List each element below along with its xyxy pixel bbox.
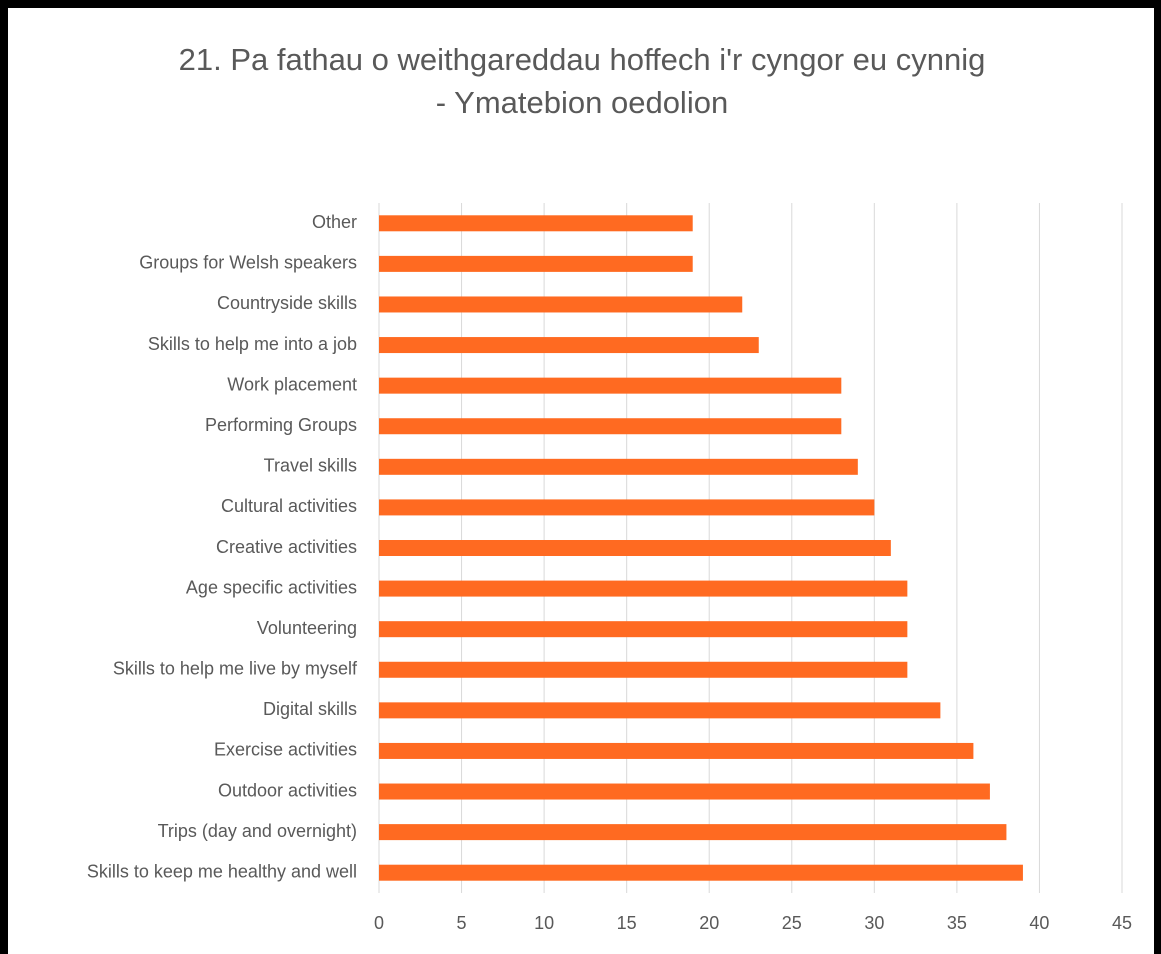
bar <box>379 580 908 597</box>
y-tick-label: Countryside skills <box>217 293 357 313</box>
x-tick-label: 45 <box>1112 913 1132 933</box>
bar <box>379 458 858 475</box>
bar <box>379 377 842 394</box>
bar <box>379 337 759 354</box>
x-tick-label: 20 <box>699 913 719 933</box>
x-tick-label: 35 <box>947 913 967 933</box>
y-tick-label: Creative activities <box>216 537 357 557</box>
y-tick-label: Work placement <box>227 374 357 394</box>
bar <box>379 255 693 272</box>
x-tick-label: 15 <box>617 913 637 933</box>
x-tick-label: 0 <box>374 913 384 933</box>
y-tick-label: Groups for Welsh speakers <box>139 253 357 273</box>
bar <box>379 783 990 800</box>
y-tick-label: Outdoor activities <box>218 780 357 800</box>
y-tick-label: Skills to keep me healthy and well <box>87 861 357 881</box>
bar <box>379 540 891 556</box>
x-tick-label: 5 <box>457 913 467 933</box>
y-tick-label: Exercise activities <box>214 740 357 760</box>
chart-title: - Ymatebion oedolion <box>436 85 728 120</box>
y-tick-label: Skills to help me live by myself <box>113 659 358 679</box>
x-tick-label: 30 <box>864 913 884 933</box>
y-tick-label: Skills to help me into a job <box>148 334 357 354</box>
y-tick-label: Performing Groups <box>205 415 357 435</box>
bar <box>379 742 974 759</box>
bar <box>379 499 875 516</box>
chart-title: 21. Pa fathau o weithgareddau hoffech i'… <box>179 42 986 77</box>
y-tick-label: Volunteering <box>257 618 357 638</box>
bar <box>379 296 743 313</box>
bar <box>379 864 1023 881</box>
bar <box>379 702 941 719</box>
y-tick-label: Cultural activities <box>221 496 357 516</box>
y-tick-label: Digital skills <box>263 699 357 719</box>
y-tick-label: Trips (day and overnight) <box>158 821 357 841</box>
x-tick-label: 40 <box>1029 913 1049 933</box>
bar <box>379 215 693 232</box>
y-tick-label: Other <box>312 212 357 232</box>
x-tick-label: 10 <box>534 913 554 933</box>
bar <box>379 621 908 638</box>
bar <box>379 418 842 435</box>
x-tick-label: 25 <box>782 913 802 933</box>
y-tick-label: Travel skills <box>264 456 357 476</box>
y-tick-label: Age specific activities <box>186 577 357 597</box>
bar <box>379 661 908 678</box>
bar <box>379 824 1007 841</box>
